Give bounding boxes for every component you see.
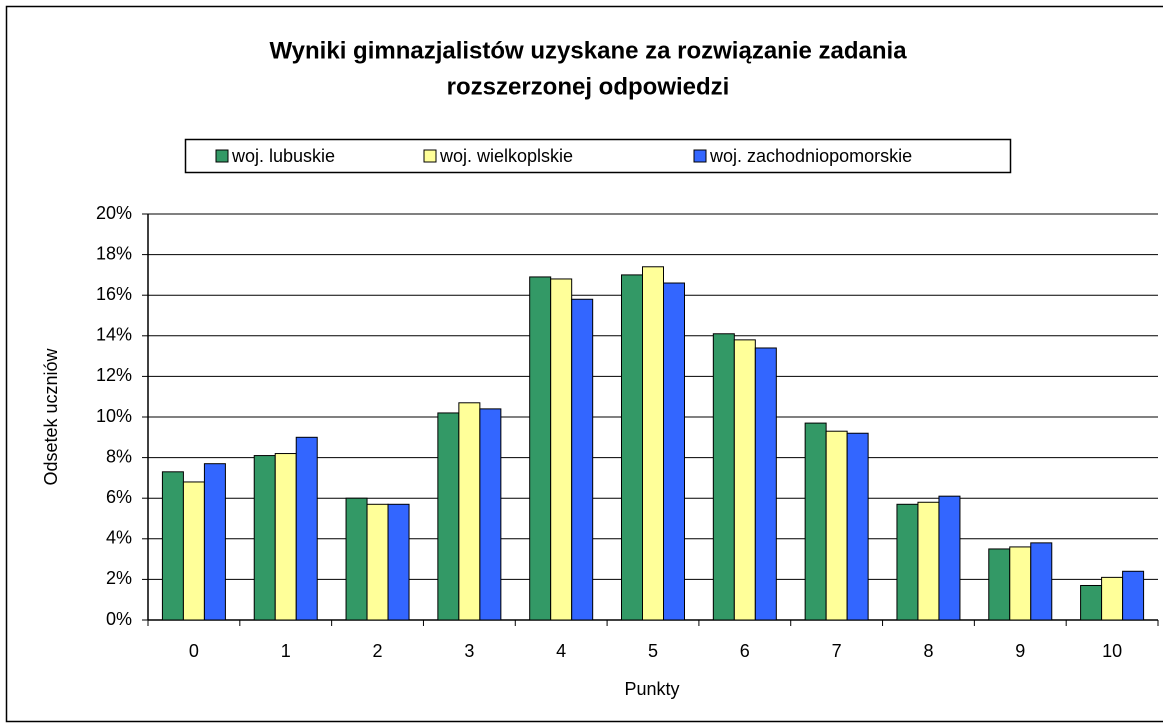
- legend-label: woj. lubuskie: [231, 146, 335, 166]
- x-axis-label: Punkty: [624, 679, 679, 699]
- y-tick-label: 12%: [96, 365, 132, 385]
- legend-swatch: [215, 149, 229, 163]
- bar: [458, 402, 481, 621]
- bar: [1080, 584, 1103, 621]
- y-tick-label: 16%: [96, 284, 132, 304]
- legend-label: woj. zachodniopomorskie: [709, 146, 912, 166]
- bar: [938, 495, 961, 621]
- bar: [825, 430, 848, 621]
- legend-swatch: [423, 149, 437, 163]
- bar: [712, 333, 735, 621]
- y-tick-label: 4%: [106, 528, 132, 548]
- x-tick-label: 4: [556, 641, 566, 661]
- bar: [1122, 570, 1145, 621]
- bar: [663, 282, 685, 621]
- bar: [437, 412, 460, 621]
- y-tick-label: 6%: [106, 487, 132, 507]
- x-tick-label: 5: [648, 641, 658, 661]
- x-tick-label: 7: [832, 641, 842, 661]
- y-axis-label: Odsetek uczniów: [41, 347, 61, 485]
- bar: [295, 436, 318, 621]
- y-tick-label: 2%: [106, 568, 132, 588]
- bar: [988, 548, 1011, 621]
- bar: [529, 276, 552, 621]
- bar: [1030, 542, 1053, 621]
- y-tick-label: 8%: [106, 446, 132, 466]
- x-tick-label: 9: [1015, 641, 1025, 661]
- y-tick-label: 18%: [96, 243, 132, 263]
- bar: [1101, 576, 1124, 621]
- bar: [1009, 546, 1032, 621]
- y-tick-label: 14%: [96, 325, 132, 345]
- bar: [733, 339, 756, 621]
- bar: [274, 453, 297, 621]
- bar: [917, 501, 940, 621]
- x-tick-label: 8: [923, 641, 933, 661]
- bar: [804, 422, 827, 621]
- bar: [621, 274, 643, 621]
- bar: [253, 455, 276, 621]
- legend-box: [184, 138, 1012, 174]
- bar: [366, 503, 389, 621]
- bar: [642, 266, 664, 621]
- bar: [161, 471, 184, 621]
- bar: [846, 432, 869, 621]
- chart-title: rozszerzonej odpowiedzi: [447, 73, 730, 100]
- x-tick-label: 3: [464, 641, 474, 661]
- bar: [896, 503, 919, 621]
- bar: [387, 503, 410, 621]
- bar: [754, 347, 777, 621]
- x-tick-label: 10: [1102, 641, 1122, 661]
- legend-swatch: [693, 149, 707, 163]
- bar: [182, 481, 205, 621]
- bar: [571, 298, 594, 621]
- y-tick-label: 10%: [96, 406, 132, 426]
- bar: [479, 408, 502, 621]
- legend-label: woj. wielkoplskie: [439, 146, 573, 166]
- x-tick-label: 6: [740, 641, 750, 661]
- bar: [550, 278, 573, 621]
- y-tick-label: 20%: [96, 203, 132, 223]
- bar: [203, 463, 226, 621]
- chart-title: Wyniki gimnazjalistów uzyskane za rozwią…: [269, 37, 907, 64]
- x-tick-label: 1: [281, 641, 291, 661]
- x-tick-label: 0: [189, 641, 199, 661]
- bar: [345, 497, 368, 621]
- x-tick-label: 2: [373, 641, 383, 661]
- y-tick-label: 0%: [106, 609, 132, 629]
